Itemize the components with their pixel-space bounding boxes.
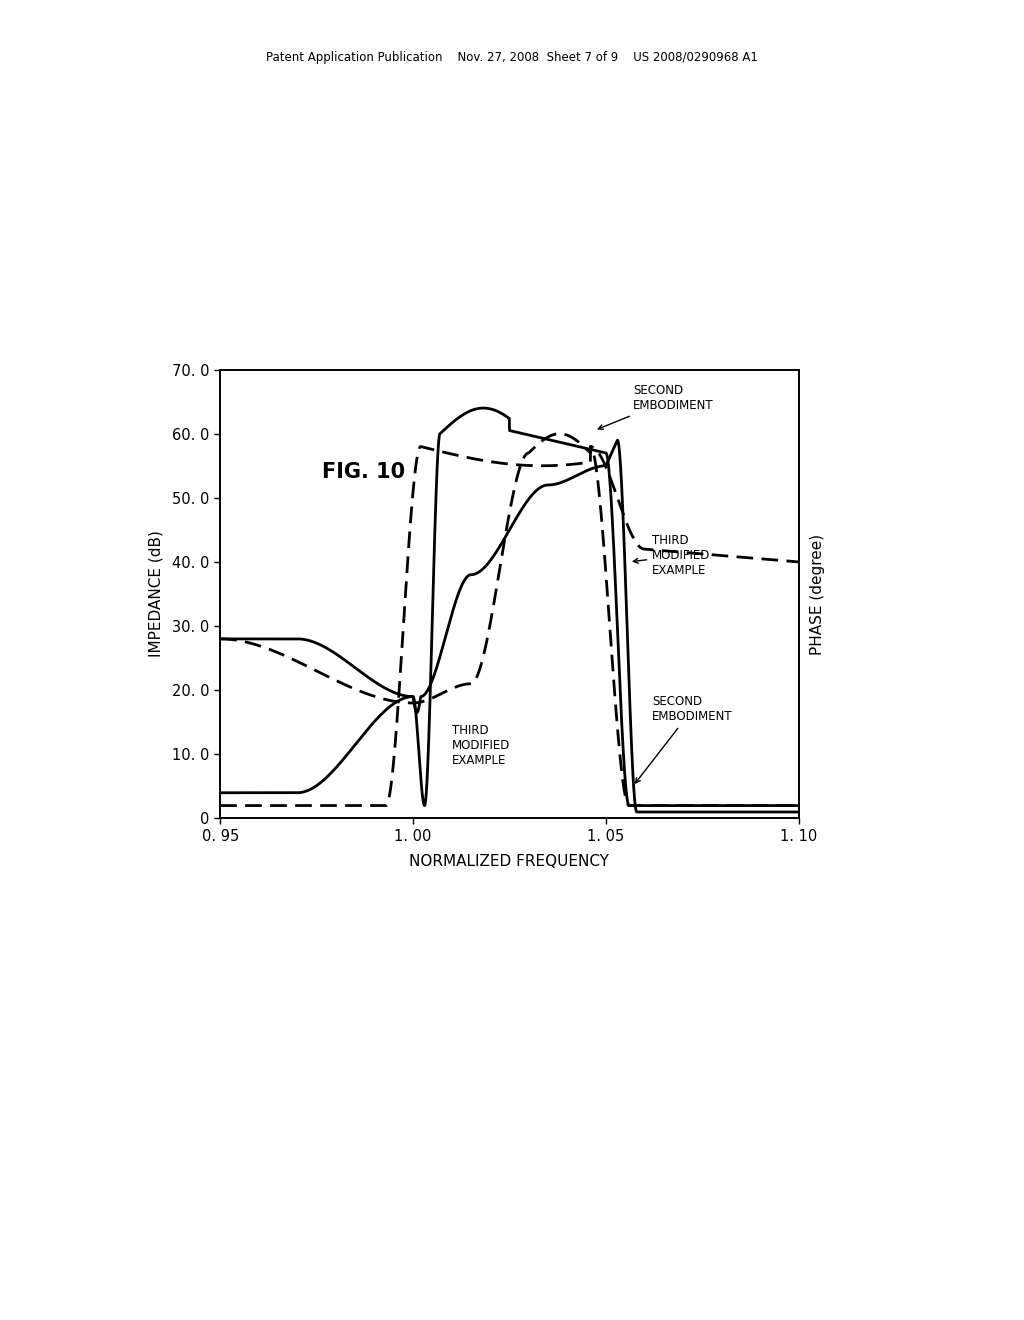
Text: THIRD
MODIFIED
EXAMPLE: THIRD MODIFIED EXAMPLE — [452, 725, 510, 767]
Text: Patent Application Publication    Nov. 27, 2008  Sheet 7 of 9    US 2008/0290968: Patent Application Publication Nov. 27, … — [266, 51, 758, 65]
Text: FIG. 10: FIG. 10 — [322, 462, 406, 482]
Y-axis label: PHASE (degree): PHASE (degree) — [810, 533, 824, 655]
X-axis label: NORMALIZED FREQUENCY: NORMALIZED FREQUENCY — [410, 854, 609, 869]
Y-axis label: IMPEDANCE (dB): IMPEDANCE (dB) — [148, 531, 164, 657]
Text: SECOND
EMBODIMENT: SECOND EMBODIMENT — [636, 696, 733, 783]
Text: THIRD
MODIFIED
EXAMPLE: THIRD MODIFIED EXAMPLE — [633, 535, 711, 577]
Text: SECOND
EMBODIMENT: SECOND EMBODIMENT — [598, 384, 714, 429]
